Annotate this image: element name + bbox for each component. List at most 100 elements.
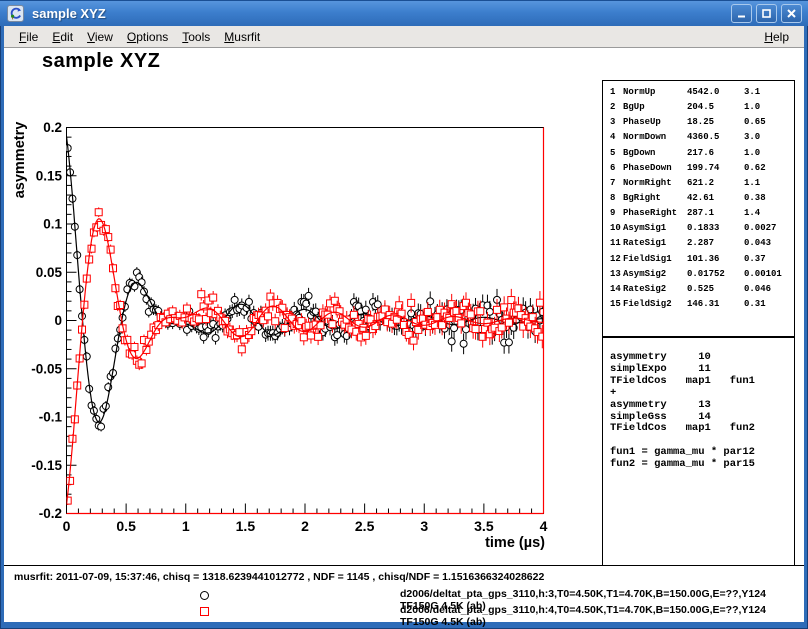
data-point-square <box>457 319 466 328</box>
menu-item-file[interactable]: File <box>19 29 39 44</box>
data-point-square <box>476 307 485 316</box>
data-point-square <box>507 296 516 305</box>
data-point-circle <box>504 338 513 347</box>
parameter-row: 2 BgUp 204.5 1.0 <box>603 100 794 115</box>
data-point-square <box>264 312 273 321</box>
stat-num: 3 <box>610 117 616 128</box>
parameter-row: 4 NormDown 4360.5 3.0 <box>603 130 794 145</box>
data-point-square <box>271 317 280 326</box>
x-axis-title: time (µs) <box>485 535 545 551</box>
window-controls <box>731 4 802 23</box>
data-point-square <box>197 290 206 299</box>
stat-name: BgDown <box>623 147 656 158</box>
data-point-square <box>104 233 113 242</box>
title-bar[interactable]: sample XYZ <box>0 0 808 26</box>
stat-name: PhaseDown <box>623 162 672 173</box>
parameter-row: 9 PhaseRight 287.1 1.4 <box>603 206 794 221</box>
data-point-square <box>492 305 501 314</box>
maximize-icon <box>762 9 771 18</box>
menu-bar: File Edit View Options Tools Musrfit Help <box>4 26 804 48</box>
parameter-row: 11 RateSig1 2.287 0.043 <box>603 236 794 251</box>
stat-err: 1.4 <box>744 208 761 219</box>
data-point-square <box>423 307 432 316</box>
data-point-square <box>130 343 139 352</box>
y-tick-label: -0.2 <box>39 506 62 521</box>
stat-val: 0.01752 <box>687 268 725 279</box>
data-point-circle <box>199 333 208 342</box>
stat-val: 0.1833 <box>687 223 720 234</box>
data-point-square <box>297 317 306 326</box>
menu-item-musrfit[interactable]: Musrfit <box>224 29 261 44</box>
data-point-circle <box>450 324 459 333</box>
stat-err: 3.0 <box>744 132 761 143</box>
stat-err: 0.31 <box>744 298 766 309</box>
stat-val: 204.5 <box>687 102 715 113</box>
data-point-square <box>471 325 480 334</box>
asymmetry-plot: 0 0.5 1 1.5 2 2.5 3 3.5 4 0.2 0.15 0.1 0.05 0 -0.05 -0.… <box>12 120 548 551</box>
x-tick-label: 3.5 <box>474 518 494 534</box>
theory-panel: asymmetry 10 simplExpo 11 TFieldCos map1… <box>602 337 795 565</box>
data-point-square <box>235 328 244 337</box>
stat-name: RateSig1 <box>623 238 667 249</box>
data-point-circle <box>426 297 435 306</box>
stat-val: 217.6 <box>687 147 715 158</box>
stat-name: FieldSig2 <box>623 298 672 309</box>
data-point-square <box>497 323 506 332</box>
data-point-circle <box>361 305 370 314</box>
data-point-square <box>94 208 103 217</box>
data-point-square <box>87 244 96 253</box>
stat-err: 0.38 <box>744 192 766 203</box>
data-point-square <box>202 315 211 324</box>
menu-item-edit[interactable]: Edit <box>52 29 74 44</box>
parameter-row: 1 NormUp 4542.0 3.1 <box>603 85 794 100</box>
minimize-button[interactable] <box>731 4 752 23</box>
data-point-square <box>392 315 401 324</box>
data-point-square <box>535 298 544 307</box>
data-point-square <box>66 476 75 485</box>
menu-item-help[interactable]: Help <box>764 29 789 44</box>
stat-val: 0.525 <box>687 283 715 294</box>
data-point-circle <box>230 295 239 304</box>
root-canvas[interactable]: sample XYZ 0 0.5 1 1.5 2 2.5 3 3.5 4 0.2 0.15 0.1 0.… <box>4 48 804 565</box>
data-point-square <box>330 296 339 305</box>
stat-name: AsymSig2 <box>623 268 667 279</box>
y-tick-label: -0.1 <box>39 410 63 425</box>
y-tick-label: 0.05 <box>36 265 63 280</box>
menu-item-view[interactable]: View <box>87 29 113 44</box>
stat-num: 8 <box>610 192 616 203</box>
x-tick-label: 1.5 <box>236 518 256 534</box>
data-point-circle <box>244 297 253 306</box>
data-point-circle <box>97 422 106 431</box>
stat-err: 3.1 <box>744 87 761 97</box>
parameter-row: 6 PhaseDown 199.74 0.62 <box>603 161 794 176</box>
stat-name: NormDown <box>623 132 667 143</box>
data-point-square <box>504 318 513 327</box>
fit-curve <box>66 218 544 505</box>
data-point-square <box>380 305 389 314</box>
stat-num: 11 <box>610 238 621 249</box>
data-point-circle <box>304 291 313 300</box>
close-icon <box>787 9 796 18</box>
parameter-row: 7 NormRight 621.2 1.1 <box>603 176 794 191</box>
data-point-square <box>414 325 423 334</box>
stat-name: FieldSig1 <box>623 253 672 264</box>
stat-err: 0.62 <box>744 162 766 173</box>
parameter-row: 3 PhaseUp 18.25 0.65 <box>603 115 794 130</box>
menu-item-tools[interactable]: Tools <box>182 29 211 44</box>
data-point-square <box>316 321 325 330</box>
stat-num: 9 <box>610 208 616 219</box>
stat-name: BgUp <box>623 102 645 113</box>
close-button[interactable] <box>781 4 802 23</box>
data-point-circle <box>447 337 456 346</box>
maximize-button[interactable] <box>756 4 777 23</box>
stat-name: AsymSig1 <box>623 223 667 234</box>
data-point-square <box>194 315 203 324</box>
stat-val: 287.1 <box>687 208 715 219</box>
data-point-square <box>359 323 368 332</box>
fit-status-line: musrfit: 2011-07-09, 15:37:46, chisq = 1… <box>14 571 545 583</box>
parameter-row: 12 FieldSig1 101.36 0.37 <box>603 252 794 267</box>
menu-item-options[interactable]: Options <box>126 29 169 44</box>
x-tick-label: 2 <box>301 518 309 534</box>
parameter-row: 5 BgDown 217.6 1.0 <box>603 146 794 161</box>
